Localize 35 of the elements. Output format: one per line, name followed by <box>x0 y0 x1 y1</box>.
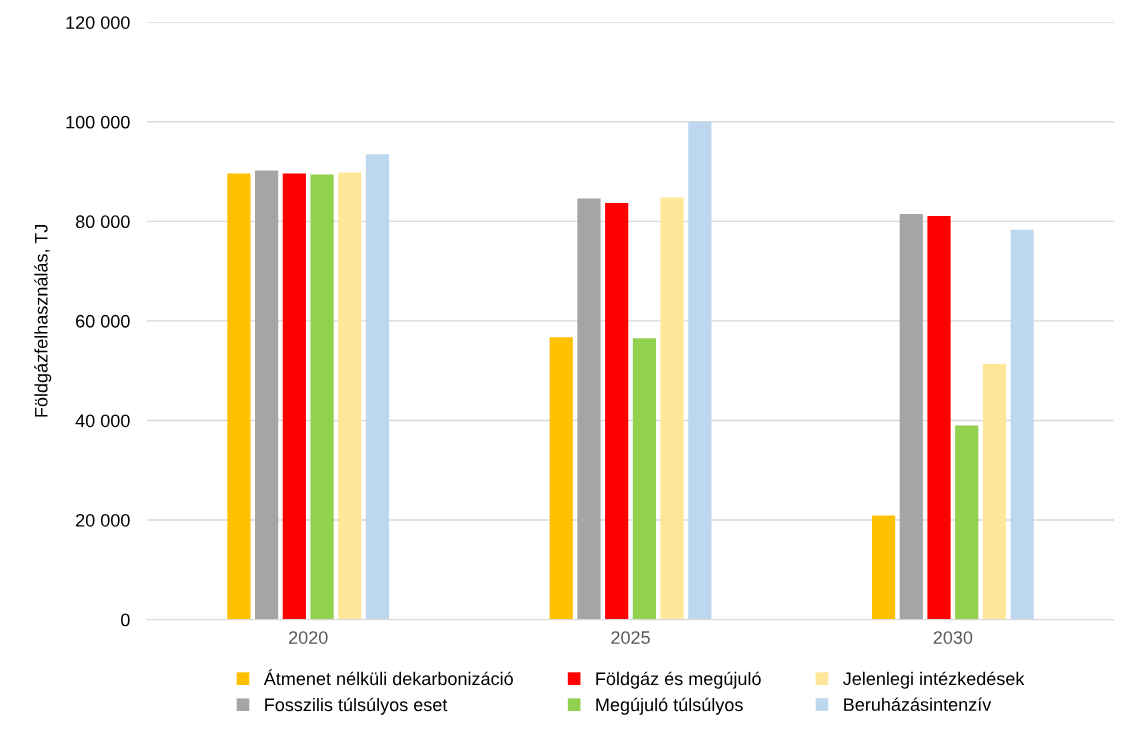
bar <box>227 173 251 620</box>
bar <box>632 338 656 620</box>
bar <box>365 154 390 620</box>
legend-label: Fosszilis túlsúlyos eset <box>265 697 448 715</box>
y-tick-label: 40 000 <box>75 414 130 428</box>
y-axis-title: Földgázfelhasználás, TJ <box>34 225 52 417</box>
legend-label: Jelenlegi intézkedések <box>843 671 1025 689</box>
bar <box>605 202 629 620</box>
bar <box>955 425 979 620</box>
y-tick-label: 80 000 <box>75 215 130 229</box>
bar <box>255 170 279 620</box>
y-tick-label: 20 000 <box>76 513 130 527</box>
x-tick-label: 2020 <box>289 631 328 644</box>
bar <box>338 172 362 620</box>
legend-label: Megújuló túlsúlyos <box>596 697 743 715</box>
bar <box>310 174 334 620</box>
bar <box>282 173 306 620</box>
y-tick-label: 0 <box>121 613 130 627</box>
x-tick-label: 2025 <box>611 631 650 644</box>
bar <box>899 213 923 620</box>
bar <box>688 121 712 620</box>
y-tick-label: 60 000 <box>76 314 130 328</box>
bar <box>549 337 573 620</box>
legend-label: Beruházásintenzív <box>844 697 992 711</box>
bar <box>577 198 601 620</box>
legend-label: Földgáz és megújuló <box>596 671 761 689</box>
y-tick-label: 120 000 <box>66 16 130 29</box>
bar <box>1010 229 1034 620</box>
y-tick-label: 100 000 <box>66 115 130 129</box>
bar <box>660 197 684 620</box>
bar <box>982 363 1007 620</box>
bar <box>871 515 896 620</box>
x-tick-label: 2030 <box>933 631 973 644</box>
bar <box>927 215 951 620</box>
legend-label: Átmenet nélküli dekarbonizáció <box>263 669 513 686</box>
